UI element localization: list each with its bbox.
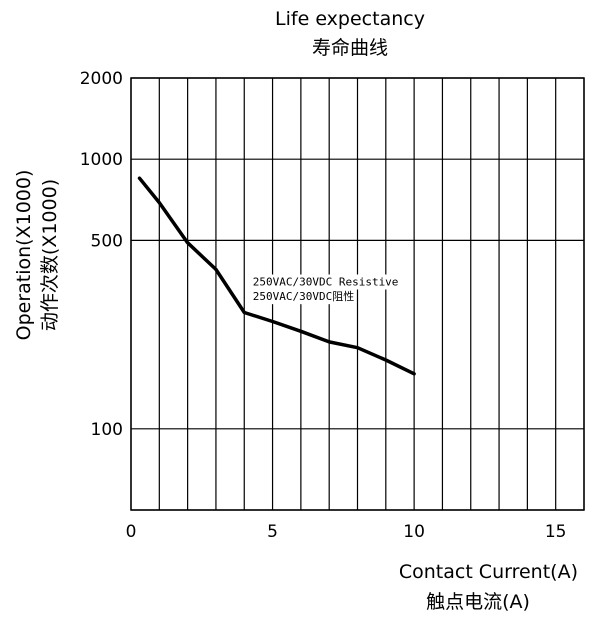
chart-title: Life expectancy	[275, 8, 425, 30]
y-tick-label: 500	[91, 231, 123, 251]
tick-labels: 0 5 10 15 100 500 1000 2000	[80, 69, 567, 542]
annotation-label: 250VAC/30VDC Resistive	[253, 276, 399, 289]
y-axis-label-cn: 动作次数(X1000)	[39, 179, 61, 331]
x-axis-label-cn: 触点电流(A)	[426, 591, 530, 613]
y-tick-label: 2000	[80, 69, 123, 89]
annotation-background	[250, 288, 357, 305]
series-line	[137, 176, 416, 376]
annotation-background	[250, 274, 401, 290]
y-tick-label: 100	[91, 420, 123, 440]
x-tick-label: 15	[545, 522, 567, 542]
y-tick-label: 1000	[80, 150, 123, 170]
grid	[130, 77, 585, 511]
x-tick-label: 5	[267, 522, 278, 542]
chart-subtitle: 寿命曲线	[312, 37, 388, 59]
y-axis-label: Operation(X1000)	[13, 170, 35, 341]
series-group	[137, 176, 416, 376]
x-tick-label: 0	[126, 522, 137, 542]
plot-border	[130, 77, 585, 511]
plot-frame	[130, 77, 585, 511]
x-axis-label: Contact Current(A)	[399, 561, 578, 583]
annotation-label: 250VAC/30VDC阻性	[253, 289, 354, 303]
x-tick-label: 10	[403, 522, 425, 542]
